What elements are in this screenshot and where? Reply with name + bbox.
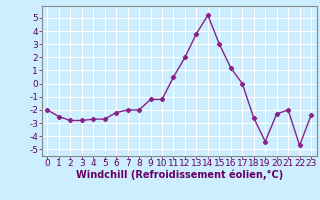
X-axis label: Windchill (Refroidissement éolien,°C): Windchill (Refroidissement éolien,°C)	[76, 170, 283, 180]
